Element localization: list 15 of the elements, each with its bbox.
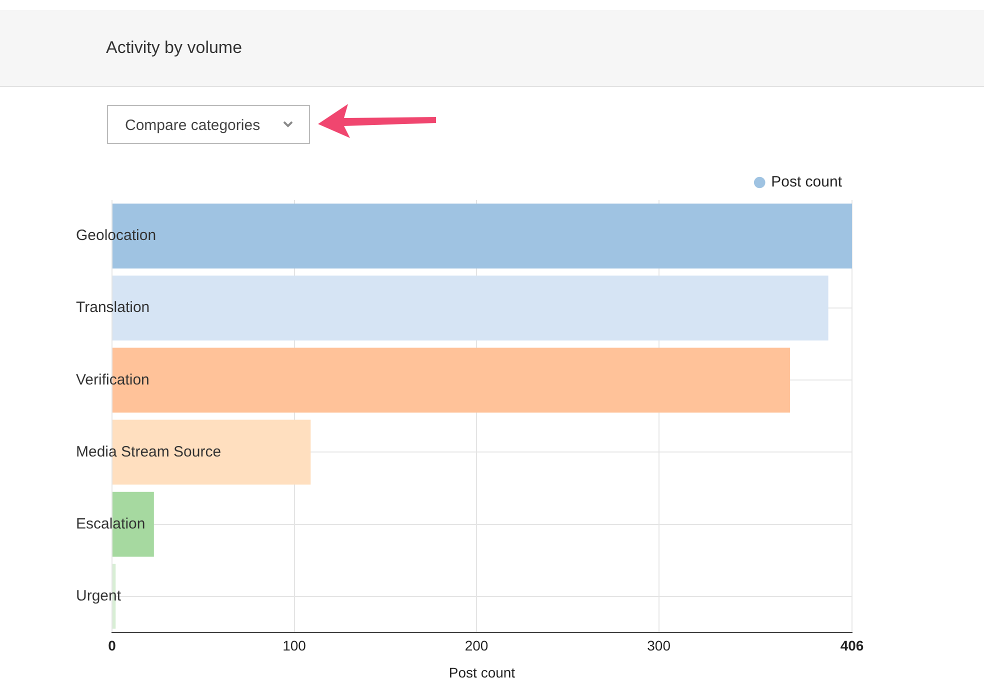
x-tick-label: 0 bbox=[108, 638, 116, 654]
x-axis-title: Post count bbox=[448, 664, 516, 680]
y-tick-label: Geolocation bbox=[76, 227, 156, 244]
y-tick-label: Urgent bbox=[76, 588, 122, 605]
y-tick-label: Escalation bbox=[76, 515, 146, 532]
x-tick-label: 406 bbox=[840, 638, 864, 654]
x-tick-label: 200 bbox=[464, 638, 488, 654]
x-tick-label: 100 bbox=[282, 638, 306, 654]
y-tick-label: Translation bbox=[76, 299, 150, 316]
y-tick-label: Verification bbox=[76, 371, 150, 388]
x-tick-label: 300 bbox=[647, 638, 671, 654]
dropdown: Compare categories bbox=[107, 105, 310, 144]
chart-title: Activity by volume bbox=[106, 38, 242, 58]
y-tick-label: Media Stream Source bbox=[76, 443, 222, 460]
legend-label: Post count bbox=[771, 174, 843, 191]
